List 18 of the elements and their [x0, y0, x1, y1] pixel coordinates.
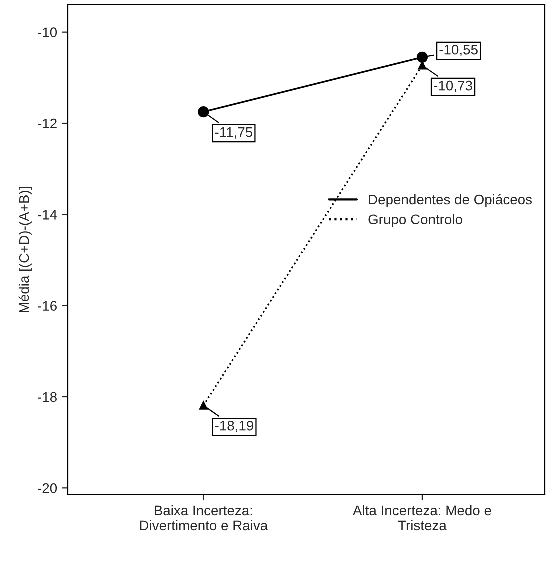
legend-label: Grupo Controlo: [368, 214, 462, 228]
x-tick-label: Baixa Incerteza: Divertimento e Raiva: [140, 505, 268, 531]
point: [416, 52, 428, 63]
y-tick-label: -10: [38, 28, 58, 38]
y-tick-label: -12: [38, 118, 57, 129]
data-label: -11,75: [215, 128, 253, 139]
point: [199, 401, 208, 410]
y-axis-title: Média [(C+D)-(A+B)]: [18, 187, 32, 313]
point: [198, 106, 210, 118]
legend-label: Dependentes de Opiáceos: [369, 194, 532, 208]
y-tick-label: -14: [38, 210, 58, 220]
y-tick-label: -20: [38, 483, 58, 494]
data-label: -10,55: [440, 44, 478, 56]
y-tick-label: -16: [38, 301, 57, 312]
data-label: -10,73: [434, 80, 472, 92]
y-tick-label: -18: [38, 392, 57, 402]
x-tick-label: Alta Incerteza: Medo e Tristeza: [353, 505, 492, 531]
data-label: -18,19: [215, 420, 254, 432]
